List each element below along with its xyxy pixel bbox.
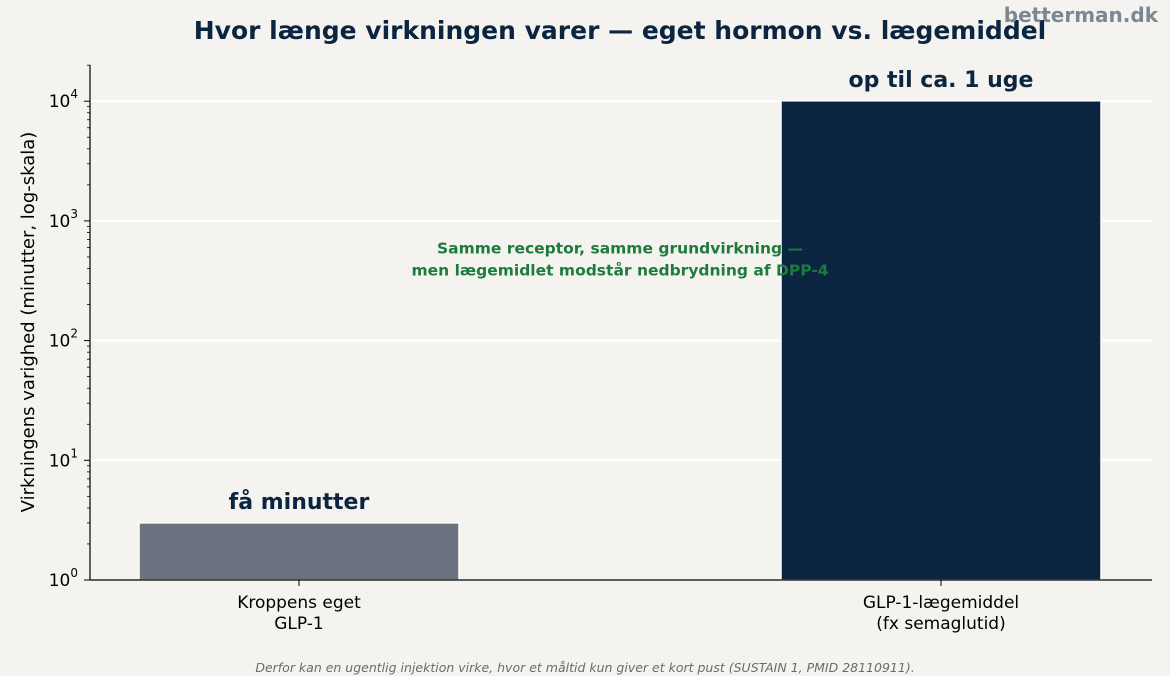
x-tick-label: Kroppens eget: [237, 593, 361, 613]
bars-layer: få minutter op til ca. 1 uge Samme recepto…: [138, 68, 1102, 581]
x-tick-label: (fx semaglutid): [876, 614, 1005, 634]
footnote-caption: Derfor kan en ugentlig injektion virke, …: [255, 660, 914, 675]
bar-value-label: få minutter: [229, 489, 370, 515]
y-tick-label: 102: [49, 327, 78, 352]
x-tick-label: GLP-1-lægemiddel: [863, 593, 1019, 613]
brand-watermark: betterman.dk: [1004, 3, 1159, 27]
y-tick-label: 103: [49, 207, 78, 232]
annotation-text: Samme receptor, samme grundvirkning —: [437, 240, 803, 258]
chart-title: Hvor længe virkningen varer — eget hormo…: [194, 16, 1047, 45]
x-tick-label: GLP-1: [274, 614, 323, 634]
annotation-text: men lægemidlet modstår nedbrydning af DP…: [411, 261, 828, 280]
y-tick-label: 104: [49, 87, 78, 112]
y-axis-label: Virkningens varighed (minutter, log-skal…: [18, 132, 39, 513]
y-tick-label: 100: [49, 566, 78, 591]
bar-glp1-drug: [780, 100, 1102, 581]
y-tick-label: 101: [49, 446, 78, 471]
bar-value-label: op til ca. 1 uge: [849, 68, 1034, 93]
bar-native-glp1: [138, 522, 460, 581]
